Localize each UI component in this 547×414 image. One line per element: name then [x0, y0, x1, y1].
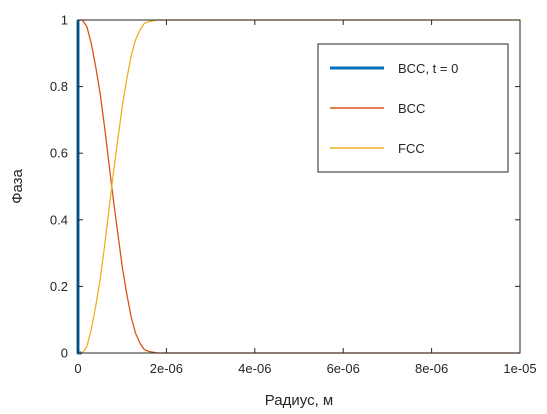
y-tick-label-5: 1	[61, 13, 68, 28]
x-tick-label-2: 4e-06	[238, 361, 271, 376]
y-tick-label-2: 0.4	[50, 212, 68, 227]
y-axis-title: Фаза	[9, 168, 26, 203]
plot-area-frame	[77, 19, 521, 354]
legend-label-2: FCC	[398, 141, 425, 156]
x-tick-label-3: 6e-06	[327, 361, 360, 376]
series-line-2	[78, 19, 520, 354]
y-tick-label-3: 0.6	[50, 146, 68, 161]
y-tick-label-1: 0.2	[50, 279, 68, 294]
x-tick-label-0: 0	[74, 361, 81, 376]
legend: BCC, t = 0 BCC FCC	[317, 43, 509, 173]
x-tick-label-5: 1e-05	[503, 361, 536, 376]
x-axis-title: Радиус, м	[265, 392, 333, 409]
y-tick-label-4: 0.8	[50, 79, 68, 94]
ticks-layer: 0 2e-06 4e-06 6e-06 8e-06 1e-05 0 0.2 0.4 0.6 0.8 1	[50, 13, 537, 377]
x-tick-label-1: 2e-06	[150, 361, 183, 376]
series-line-0	[76, 20, 82, 355]
y-tick-label-0: 0	[61, 346, 68, 361]
series-line-1	[78, 19, 520, 354]
legend-label-1: BCC	[398, 101, 425, 116]
legend-label-0: BCC, t = 0	[398, 61, 458, 76]
x-tick-label-4: 8e-06	[415, 361, 448, 376]
